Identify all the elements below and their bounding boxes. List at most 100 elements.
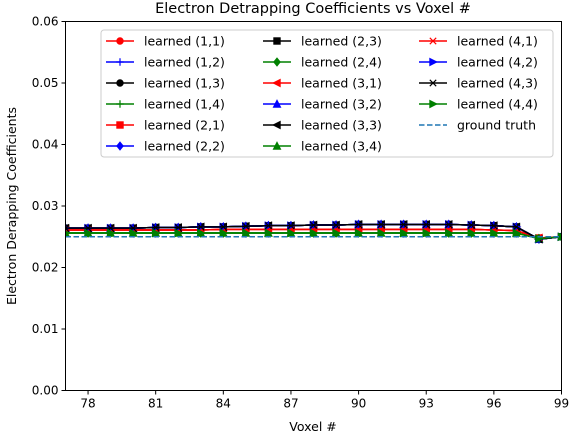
legend-label: learned (4,4) [457,97,538,112]
y-tick-label: 0.03 [32,199,59,213]
legend-item: learned (4,3) [419,76,538,91]
legend-item: learned (4,4) [419,97,538,112]
legend-item: learned (2,1) [106,118,225,133]
data-point [422,220,430,229]
legend-marker [116,79,124,87]
legend-label: learned (1,1) [144,34,225,49]
legend-item: learned (1,4) [106,97,225,112]
data-point [287,222,295,230]
legend-item: ground truth [419,118,536,133]
data-point [219,228,229,238]
legend-label: learned (1,4) [144,97,225,112]
legend-item: learned (4,2) [419,55,538,70]
data-point [512,223,521,231]
legend-marker [116,121,124,129]
legend-item: learned (1,1) [106,34,225,49]
legend-label: learned (3,2) [301,97,382,112]
data-point [242,222,250,230]
legend-label: learned (3,4) [301,139,382,154]
data-point [445,220,453,229]
legend-item: learned (2,3) [263,34,382,49]
legend-label: learned (2,1) [144,118,225,133]
data-point [309,221,318,229]
data-point [400,220,408,229]
data-point [377,220,385,229]
data-point [197,223,205,231]
data-point [354,220,363,229]
data-point [174,228,184,238]
legend-label: learned (4,3) [457,76,538,91]
legend-marker [116,58,124,66]
legend-label: learned (2,2) [144,139,225,154]
x-axis-label: Voxel # [289,419,336,434]
legend-marker [429,37,437,45]
x-tick-label: 99 [554,397,569,411]
legend-marker [273,37,281,45]
legend-marker [116,37,124,45]
data-point [65,224,70,232]
legend: learned (1,1) learned (1,2) learned (1,3) l… [100,29,554,158]
series-15 [65,220,562,243]
legend-item: learned (1,2) [106,55,225,70]
y-tick-label: 0.02 [32,261,59,275]
x-tick-label: 78 [80,397,95,411]
legend-label: learned (4,2) [457,55,538,70]
y-tick-label: 0.05 [32,76,59,90]
legend-item: learned (4,1) [419,34,538,49]
legend-marker [272,141,282,150]
data-point [151,228,161,238]
legend-label: learned (1,2) [144,55,225,70]
data-point [197,228,206,238]
legend-marker [272,99,282,108]
legend-marker [429,99,438,109]
legend-item: learned (3,2) [263,97,382,112]
data-point [377,228,387,238]
data-point [129,228,139,238]
data-point [490,222,498,230]
data-point [467,228,477,238]
legend-item: learned (2,2) [106,139,225,154]
data-point [445,228,454,238]
legend-marker [272,78,281,88]
y-tick-label: 0.01 [32,322,59,336]
legend-marker [429,79,437,87]
data-point [84,228,93,238]
data-point [309,228,319,238]
legend-marker [116,100,124,108]
data-point [399,228,409,238]
data-point [287,228,296,238]
data-point [106,228,116,238]
y-tick-label: 0.04 [32,138,59,152]
legend-label: learned (2,4) [301,55,382,70]
data-point [219,223,227,231]
legend-label: learned (2,3) [301,34,382,49]
data-point [264,222,273,230]
legend-marker [116,141,124,151]
legend-label: ground truth [457,118,536,133]
data-point [264,228,274,238]
legend-item: learned (3,3) [263,118,382,133]
x-tick-label: 84 [216,397,231,411]
data-point [467,221,475,229]
data-point [490,228,499,238]
axes: 78 81 84 87 90 93 96 99 0.00 0.01 0.02 0.03 0.04 0.05… [32,15,569,411]
data-point [512,228,522,238]
legend-marker [429,57,438,67]
x-tick-label: 96 [486,397,501,411]
y-axis-label: Electron Derapping Coefficients [4,107,19,305]
data-point [354,228,364,238]
legend-item: learned (3,1) [263,76,382,91]
data-point [242,228,251,238]
legend-item: learned (2,4) [263,55,382,70]
x-tick-label: 87 [283,397,298,411]
legend-marker [272,120,281,130]
x-tick-label: 81 [148,397,163,411]
x-tick-label: 93 [419,397,434,411]
data-point [422,228,432,238]
y-tick-label: 0.06 [32,15,59,29]
plot-area [65,219,562,245]
data-point [332,221,340,229]
legend-label: learned (3,1) [301,76,382,91]
data-point [332,228,341,238]
